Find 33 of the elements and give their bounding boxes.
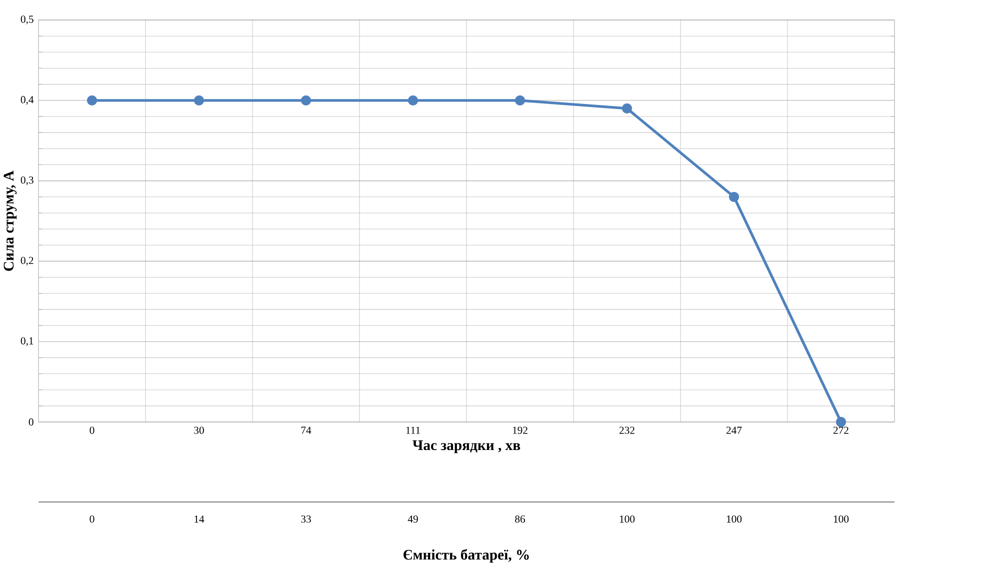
text: 0 bbox=[90, 515, 94, 523]
text: 14 bbox=[194, 516, 204, 523]
text: 49 bbox=[408, 515, 418, 523]
x-tick-label: 232 bbox=[619, 426, 634, 434]
y-tick-label: 0,2 bbox=[20, 256, 34, 266]
x-tick-label: 247 bbox=[726, 426, 742, 434]
x-tick-label: 74 bbox=[301, 426, 312, 434]
y-axis-title: Сила струму, А bbox=[4, 170, 17, 271]
text: 100 bbox=[620, 515, 635, 523]
x2-axis-title: Ємність батареї, % bbox=[404, 549, 529, 563]
text: 33 bbox=[301, 515, 311, 523]
y-tick-label: 0,4 bbox=[20, 96, 34, 105]
point bbox=[514, 95, 526, 106]
point bbox=[408, 95, 418, 106]
point bbox=[194, 95, 204, 106]
y-tick-label: 0 bbox=[28, 418, 34, 426]
y-tick-label: 0,5 bbox=[20, 16, 34, 24]
point bbox=[86, 95, 98, 106]
x-axis-title: Час зарядки , хв bbox=[412, 440, 520, 454]
y-tick-label: 0,3 bbox=[20, 176, 34, 186]
point bbox=[728, 192, 740, 202]
x-tick-label: 272 bbox=[833, 426, 848, 434]
x-tick-label: 192 bbox=[512, 426, 528, 434]
point bbox=[622, 103, 632, 114]
text: 100 bbox=[834, 515, 849, 523]
point bbox=[836, 416, 846, 428]
text: 100 bbox=[726, 515, 742, 523]
text: 86 bbox=[515, 515, 526, 523]
x-tick-label: 111 bbox=[406, 426, 420, 434]
x-tick-label: 30 bbox=[194, 426, 204, 434]
y-tick-label: 0,1 bbox=[20, 337, 34, 346]
x-tick-label: 0 bbox=[90, 426, 94, 434]
point bbox=[300, 95, 312, 106]
